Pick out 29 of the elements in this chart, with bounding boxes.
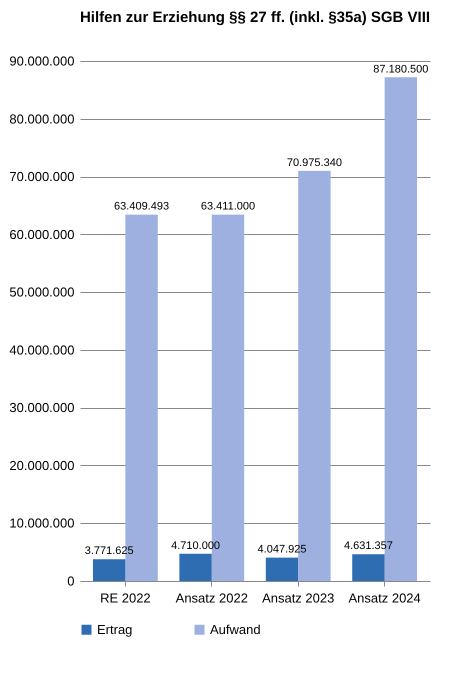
y-tick-label: 40.000.000 [9, 342, 74, 358]
x-tick-label: Ansatz 2022 [176, 590, 248, 606]
y-tick-label: 0 [67, 574, 74, 588]
data-label: 4.047.925 [258, 544, 306, 556]
data-label: 70.975.340 [286, 156, 342, 169]
y-tick-label: 60.000.000 [9, 226, 74, 242]
chart-title: Hilfen zur Erziehung §§ 27 ff. (inkl. §35a) SGB VIII [80, 9, 430, 26]
legend-label: Ertrag [97, 622, 132, 637]
y-tick-label: 30.000.000 [9, 400, 74, 416]
legend-label: Aufwand [210, 622, 261, 637]
data-label: 4.631.357 [344, 540, 393, 552]
bar [266, 558, 298, 581]
data-label: 63.409.493 [114, 200, 170, 213]
x-tick-label: RE 2022 [100, 590, 151, 606]
y-tick-label: 90.000.000 [9, 54, 74, 68]
bar [179, 554, 212, 581]
y-tick-label: 50.000.000 [9, 284, 74, 300]
y-tick-label: 10.000.000 [9, 516, 74, 531]
data-label: 3.771.625 [84, 545, 134, 558]
x-tick-label: Ansatz 2023 [262, 590, 334, 606]
y-tick-label: 80.000.000 [9, 111, 74, 126]
y-tick-label: 20.000.000 [9, 458, 74, 473]
x-tick-label: Ansatz 2024 [348, 590, 421, 606]
bar [352, 554, 385, 581]
y-tick-label: 70.000.000 [9, 169, 74, 184]
data-label: 4.710.000 [171, 540, 220, 552]
bar [92, 559, 126, 581]
data-label: 87.180.500 [373, 63, 428, 76]
data-label: 63.411.000 [200, 200, 256, 213]
